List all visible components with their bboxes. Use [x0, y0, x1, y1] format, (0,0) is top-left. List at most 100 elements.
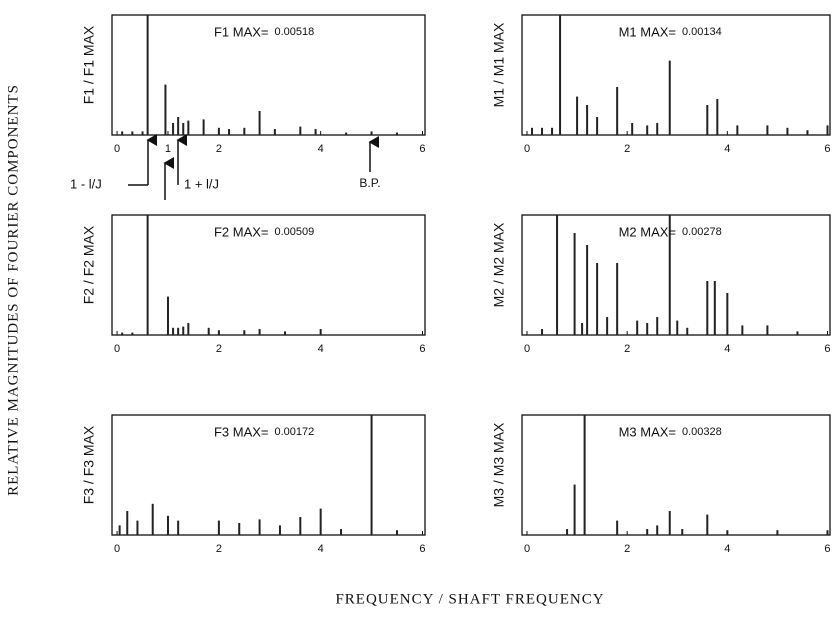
- bar: [146, 215, 149, 335]
- bar: [566, 529, 569, 535]
- bar: [217, 127, 220, 135]
- bar: [726, 530, 729, 535]
- bar: [187, 120, 190, 135]
- x-tick-label: 0: [114, 343, 120, 355]
- x-tick-label: 1: [165, 143, 171, 155]
- bar: [345, 132, 348, 135]
- bar: [238, 523, 241, 535]
- max-label: M1 MAX=: [619, 24, 676, 39]
- bar: [668, 215, 671, 335]
- bar: [616, 263, 619, 335]
- bar: [273, 129, 276, 135]
- bar: [716, 99, 719, 135]
- bar: [172, 327, 175, 335]
- bar: [826, 125, 829, 135]
- plot-frame: [521, 14, 831, 136]
- bar: [646, 125, 649, 135]
- bar: [541, 127, 544, 135]
- bar: [141, 131, 144, 135]
- x-tick-label: 0: [524, 343, 530, 355]
- bar: [616, 520, 619, 535]
- bar: [796, 331, 799, 335]
- bar: [681, 529, 684, 535]
- figure-ylabel: RELATIVE MAGNITUDES OF FOURIER COMPONENT…: [5, 84, 21, 496]
- bar: [370, 131, 373, 135]
- bar: [581, 323, 584, 335]
- x-tick-label: 2: [624, 143, 630, 155]
- bar: [166, 515, 169, 535]
- bar: [243, 127, 246, 135]
- panel-ylabel: F2 / F2 MAX: [81, 225, 97, 304]
- plot-frame: [111, 414, 426, 536]
- max-value: 0.00518: [275, 26, 315, 38]
- bar: [126, 511, 129, 535]
- panel-ylabel: F3 / F3 MAX: [81, 425, 97, 504]
- bar: [146, 15, 149, 135]
- max-label: F1 MAX=: [214, 24, 269, 39]
- x-tick-label: 4: [318, 143, 324, 155]
- bar: [136, 520, 139, 535]
- bar: [166, 296, 169, 335]
- bar: [556, 215, 559, 335]
- max-value: 0.00172: [275, 426, 315, 438]
- bar: [131, 332, 134, 335]
- x-tick-label: 0: [524, 143, 530, 155]
- bar: [319, 508, 322, 535]
- max-value: 0.00134: [682, 26, 722, 38]
- bar: [706, 514, 709, 535]
- bar: [806, 130, 809, 135]
- bar: [646, 529, 649, 535]
- max-value: 0.00278: [682, 226, 722, 238]
- bar: [182, 123, 185, 135]
- x-tick-label: 2: [624, 343, 630, 355]
- bar: [182, 326, 185, 335]
- annotation: 1 + l/J: [184, 176, 219, 191]
- panel-ylabel: M2 / M2 MAX: [491, 222, 507, 307]
- bar: [606, 317, 609, 335]
- panel-ylabel: M1 / M1 MAX: [491, 22, 507, 107]
- panel-ylabel: F1 / F1 MAX: [81, 25, 97, 104]
- bar: [284, 331, 287, 335]
- x-tick-label: 2: [624, 543, 630, 555]
- bar: [217, 520, 220, 535]
- x-tick-label: 6: [419, 543, 425, 555]
- bar: [616, 87, 619, 135]
- bar: [396, 132, 399, 135]
- plot-frame: [521, 214, 831, 336]
- bar: [243, 330, 246, 335]
- bar: [668, 60, 671, 135]
- bar: [258, 111, 261, 135]
- max-label: F2 MAX=: [214, 224, 269, 239]
- x-tick-label: 6: [824, 143, 830, 155]
- bar: [299, 517, 302, 535]
- x-tick-label: 0: [524, 543, 530, 555]
- bar: [676, 320, 679, 335]
- bar: [207, 327, 210, 335]
- bar: [668, 511, 671, 535]
- panel-ylabel: M3 / M3 MAX: [491, 422, 507, 507]
- x-tick-label: 2: [216, 343, 222, 355]
- bar: [299, 126, 302, 135]
- bar: [258, 519, 261, 535]
- bar: [686, 327, 689, 335]
- bar: [583, 415, 586, 535]
- bar: [726, 293, 729, 335]
- bar: [586, 105, 589, 135]
- plot-frame: [111, 214, 426, 336]
- bar: [340, 529, 343, 535]
- bar: [646, 323, 649, 335]
- max-label: M2 MAX=: [619, 224, 676, 239]
- x-tick-label: 6: [824, 343, 830, 355]
- max-value: 0.00328: [682, 426, 722, 438]
- bar: [541, 329, 544, 335]
- x-tick-label: 6: [824, 543, 830, 555]
- annotation: 1 - l/J: [70, 176, 102, 191]
- bar: [766, 325, 769, 335]
- bar: [706, 105, 709, 135]
- bar: [278, 525, 281, 535]
- x-tick-label: 0: [114, 543, 120, 555]
- bar: [736, 125, 739, 135]
- bar: [551, 127, 554, 135]
- bar: [766, 125, 769, 135]
- bar: [559, 15, 562, 135]
